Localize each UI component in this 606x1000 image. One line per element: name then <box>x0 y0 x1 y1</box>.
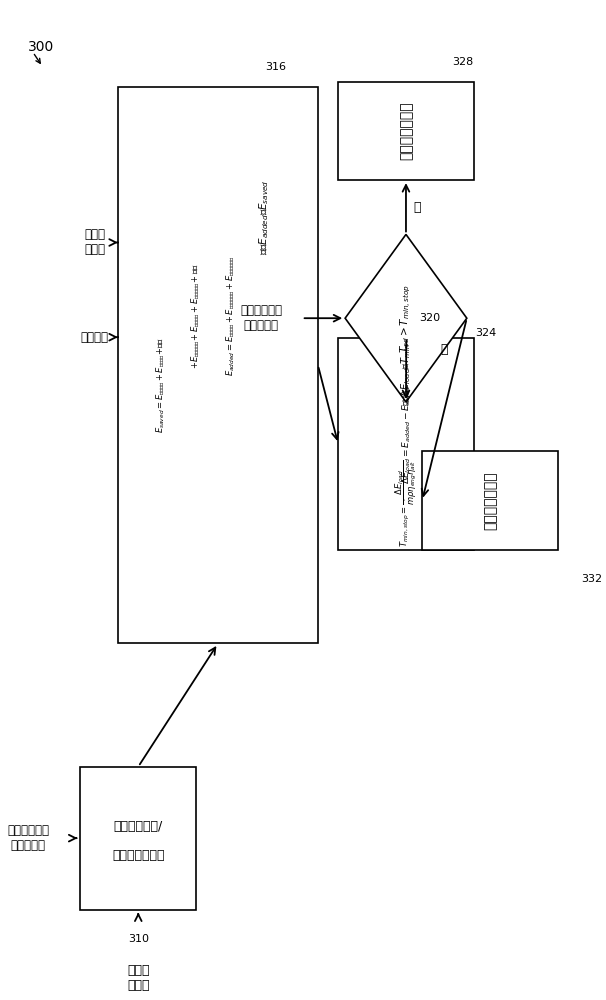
Text: 324: 324 <box>476 328 497 338</box>
Text: $E_{saved}=E_{冷却风扇}+E_{空调风扇}$+其它: $E_{saved}=E_{冷却风扇}+E_{空调风扇}$+其它 <box>154 337 166 433</box>
Text: 300: 300 <box>28 40 55 54</box>
Text: 否: 否 <box>413 201 421 214</box>
Text: $T_{sd}>T_{min,stop}$: $T_{sd}>T_{min,stop}$ <box>399 284 413 353</box>
Text: 预测的车辆停
止持续时间: 预测的车辆停 止持续时间 <box>240 304 282 332</box>
Text: $+E_{空调混合气}+E_{燃料喷射}+E_{火花塞线圈}+其它$: $+E_{空调混合气}+E_{燃料喷射}+E_{火花塞线圈}+其它$ <box>189 263 201 369</box>
Text: 316: 316 <box>265 62 287 72</box>
Text: $\Delta E_{load}=E_{added}-E_{saved}$: $\Delta E_{load}=E_{added}-E_{saved}$ <box>400 384 413 484</box>
Text: 组件运
转状态: 组件运 转状态 <box>127 964 150 992</box>
Text: 计算$\Delta E_{load}$，$T_{min}$: 计算$\Delta E_{load}$，$T_{min}$ <box>399 343 413 406</box>
Text: 是: 是 <box>441 343 448 356</box>
Bar <box>118 87 318 643</box>
Text: 310: 310 <box>128 934 148 944</box>
Bar <box>338 82 474 180</box>
Text: 系统电压: 系统电压 <box>81 331 109 344</box>
Text: 禁止发动机停止: 禁止发动机停止 <box>399 102 413 160</box>
Text: 328: 328 <box>453 57 474 67</box>
Text: 估计$E_{added}$和$E_{saved}$: 估计$E_{added}$和$E_{saved}$ <box>258 179 271 255</box>
Text: 320: 320 <box>419 313 440 323</box>
Text: 332: 332 <box>582 574 603 584</box>
Bar <box>81 767 196 910</box>
Polygon shape <box>345 234 467 402</box>
Text: 允许发动机停止: 允许发动机停止 <box>483 471 498 530</box>
Text: 组件电
流消耗: 组件电 流消耗 <box>84 228 105 256</box>
Text: 估计组件开启/: 估计组件开启/ <box>114 820 163 833</box>
Text: $E_{added}=E_{起动马达}+E_{交流发电辅助}+E_{辅助加热器芯}$: $E_{added}=E_{起动马达}+E_{交流发电辅助}+E_{辅助加热器芯… <box>224 256 236 376</box>
Text: $T_{min,stop}=\dfrac{\Delta E_{load}}{\dot{m}\rho\eta_{eng}\eta_{alt}}$: $T_{min,stop}=\dfrac{\Delta E_{load}}{\d… <box>394 459 419 547</box>
Text: 关闭的持续时间: 关闭的持续时间 <box>112 849 164 862</box>
Bar <box>338 338 474 550</box>
Bar <box>422 451 558 550</box>
Text: 预测的车辆停
止持续时间: 预测的车辆停 止持续时间 <box>7 824 49 852</box>
